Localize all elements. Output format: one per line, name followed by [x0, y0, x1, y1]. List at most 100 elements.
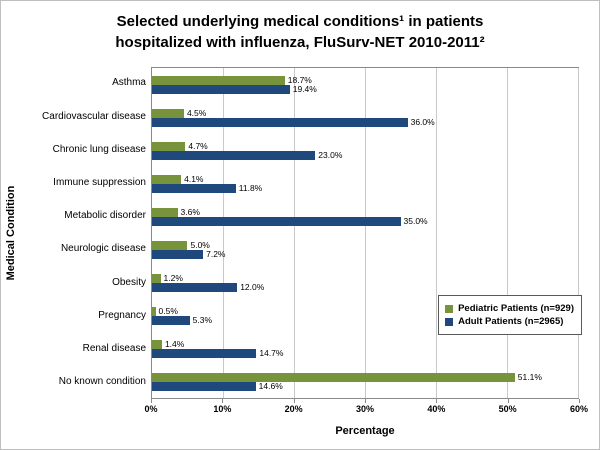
bar-group-row: 1.4% 14.7%	[152, 332, 578, 365]
bar-value-label: 36.0%	[410, 116, 435, 127]
bar-pediatric	[152, 174, 182, 184]
bar-adult	[152, 315, 190, 325]
bar-value-label: 7.2%	[206, 248, 226, 259]
x-tick-label: 60%	[569, 404, 589, 414]
category-label: Immune suppression	[53, 176, 146, 188]
bar-value-label: 14.6%	[258, 380, 283, 391]
x-tick-mark	[579, 399, 580, 403]
bar-adult	[152, 183, 236, 193]
bar-line: 23.0%	[152, 149, 578, 160]
gridline	[578, 68, 579, 398]
bar-line: 7.2%	[152, 248, 578, 259]
x-tick-label: 50%	[498, 404, 517, 414]
x-axis-tick-labels: 0% 10% 20% 30% 40% 50% 60%	[144, 404, 588, 416]
category-label: Cardiovascular disease	[42, 110, 146, 122]
category-label: Obesity	[112, 276, 146, 288]
bar-value-label: 19.4%	[292, 83, 317, 94]
bar-value-label: 5.0%	[190, 239, 210, 250]
bar-rows: 18.7% 19.4% 4.5% 36.0% 4.7% 23.0% 4.1% 11.8% 3.6…	[152, 68, 578, 398]
y-axis-label: Medical Condition	[5, 185, 17, 281]
x-tick-label: 10%	[213, 404, 232, 414]
x-tick-label: 0%	[144, 404, 158, 414]
category-label: Asthma	[112, 77, 146, 89]
bar-value-label: 14.7%	[259, 347, 284, 358]
bar-adult	[152, 84, 290, 94]
bar-adult	[152, 282, 238, 292]
bar-line: 11.8%	[152, 182, 578, 193]
bar-value-label: 1.4%	[164, 338, 185, 349]
x-tick-mark	[222, 399, 224, 403]
plot-area: 18.7% 19.4% 4.5% 36.0% 4.7% 23.0% 4.1% 11.8% 3.6…	[151, 67, 579, 399]
bar-pediatric	[152, 141, 186, 151]
bar-group-row: 5.0% 7.2%	[152, 233, 578, 266]
gridline	[507, 68, 508, 398]
bar-group-row: 4.5% 36.0%	[152, 101, 578, 134]
bar-adult	[152, 348, 257, 358]
bar-pediatric	[152, 75, 285, 85]
bar-line: 1.4%	[152, 338, 578, 349]
bar-value-label: 4.7%	[188, 140, 208, 151]
bar-value-label: 51.1%	[517, 371, 542, 382]
bar-line: 18.7%	[152, 75, 578, 85]
bar-value-label: 12.0%	[240, 281, 265, 292]
x-tick-mark	[436, 399, 438, 403]
x-tick-label: 20%	[284, 404, 303, 414]
bar-line: 3.6%	[152, 207, 578, 217]
legend-swatch	[445, 304, 454, 313]
legend-label: Adult Patients (n=2965)	[458, 316, 564, 327]
bar-pediatric	[152, 240, 188, 250]
bar-line: 0.5%	[152, 305, 578, 316]
category-label: Pregnancy	[98, 309, 146, 321]
bar-adult	[152, 150, 316, 160]
chart-title: Selected underlying medical conditions¹ …	[1, 11, 599, 53]
bar-value-label: 23.0%	[318, 149, 343, 160]
bar-group-row: 0.5% 5.3%	[152, 299, 578, 332]
category-label: Neurologic disease	[60, 243, 146, 255]
x-tick-mark	[365, 399, 366, 403]
bar-line: 4.7%	[152, 140, 578, 151]
bar-group-row: 18.7% 19.4%	[152, 68, 578, 101]
bar-adult	[152, 216, 401, 226]
bar-value-label: 1.2%	[163, 272, 183, 283]
bar-line: 36.0%	[152, 116, 578, 127]
bar-value-label: 4.5%	[186, 107, 207, 118]
bar-group-row: 51.1% 14.6%	[152, 365, 578, 398]
bar-value-label: 5.3%	[192, 314, 212, 325]
gridline	[435, 68, 437, 398]
gridline	[365, 68, 366, 398]
bar-group-row: 4.1% 11.8%	[152, 167, 578, 200]
x-tick-mark	[293, 399, 295, 403]
bar-line: 14.7%	[152, 347, 578, 358]
bar-line: 5.0%	[152, 239, 578, 250]
x-axis-label: Percentage	[335, 425, 395, 437]
legend-item: Pediatric Patients (n=929)	[445, 303, 574, 314]
bar-value-label: 0.5%	[158, 305, 178, 316]
bar-line: 35.0%	[152, 215, 578, 226]
bar-pediatric	[152, 108, 184, 118]
bar-line: 51.1%	[152, 371, 578, 382]
bar-value-label: 11.8%	[238, 182, 263, 193]
bar-line: 1.2%	[152, 272, 578, 283]
bar-line: 5.3%	[152, 314, 578, 325]
chart-title-line1: Selected underlying medical conditions¹ …	[116, 13, 484, 30]
chart-title-line2: hospitalized with influenza, FluSurv-NET…	[115, 34, 485, 51]
bar-line: 14.6%	[152, 380, 578, 391]
bar-value-label: 35.0%	[403, 215, 428, 226]
bar-pediatric	[152, 372, 515, 382]
bar-line: 19.4%	[152, 83, 578, 94]
bar-pediatric	[152, 306, 156, 316]
bar-line: 4.1%	[152, 174, 578, 184]
category-label: No known condition	[58, 376, 146, 388]
bar-pediatric	[152, 207, 178, 217]
bar-line: 4.5%	[152, 107, 578, 118]
bar-pediatric	[152, 339, 162, 349]
bar-group-row: 3.6% 35.0%	[152, 200, 578, 233]
legend-items: Pediatric Patients (n=929) Adult Patients…	[445, 303, 574, 327]
legend-swatch	[445, 317, 454, 326]
x-tick-label: 30%	[355, 404, 375, 414]
bar-adult	[152, 381, 256, 391]
x-tick-mark	[507, 399, 509, 403]
gridline	[293, 68, 295, 398]
x-tick-label: 40%	[427, 404, 446, 414]
